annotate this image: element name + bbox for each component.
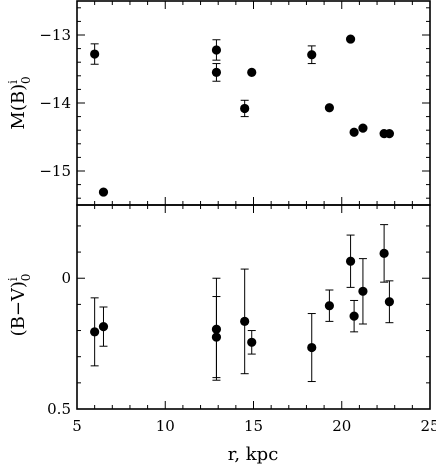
axis-labels: M(B)i0 (B−V)i0 r, kpc bbox=[6, 76, 278, 465]
data-point bbox=[379, 248, 389, 258]
y-tick-label: −13 bbox=[39, 26, 71, 44]
data-point bbox=[247, 337, 257, 347]
plot-frame bbox=[76, 204, 431, 410]
data-point bbox=[324, 103, 334, 113]
x-tick-label: 20 bbox=[332, 417, 351, 435]
x-tick-label: 10 bbox=[156, 417, 175, 435]
x-tick-label: 15 bbox=[244, 417, 263, 435]
data-point bbox=[211, 67, 222, 77]
data-point bbox=[90, 327, 100, 337]
data-point bbox=[384, 129, 395, 139]
data-point bbox=[349, 311, 359, 321]
data-point bbox=[358, 123, 368, 133]
y-axis-title: (B−V)i0 bbox=[6, 274, 33, 337]
plot-frame bbox=[76, 0, 431, 206]
data-point bbox=[384, 297, 395, 307]
data-point bbox=[345, 34, 356, 44]
data-point bbox=[211, 45, 222, 55]
data-point bbox=[90, 49, 100, 59]
data-point bbox=[247, 67, 257, 77]
data-point bbox=[98, 187, 109, 197]
y-axis-title: M(B)i0 bbox=[6, 76, 33, 129]
panel-absolute-magnitude: −15 −14 −13 bbox=[39, 0, 431, 206]
data-point bbox=[324, 301, 334, 311]
x-axis-title: r, kpc bbox=[228, 444, 279, 465]
panel-color-index: 0 0.55 10 15 20 25 bbox=[47, 204, 436, 435]
y-tick-label: 0.5 bbox=[47, 400, 71, 418]
x-tick-label: 25 bbox=[420, 417, 436, 435]
data-point bbox=[358, 286, 368, 296]
data-point bbox=[240, 103, 250, 114]
y-tick-label: −15 bbox=[39, 162, 71, 180]
data-point bbox=[349, 127, 359, 137]
y-tick-label: −14 bbox=[39, 94, 71, 112]
data-point bbox=[211, 332, 222, 342]
data-point bbox=[345, 256, 356, 266]
data-point bbox=[307, 50, 317, 60]
y-tick-label: 0 bbox=[61, 269, 71, 287]
x-tick-label: 5 bbox=[72, 417, 82, 435]
data-point bbox=[98, 322, 109, 332]
data-point bbox=[307, 342, 317, 353]
data-point bbox=[240, 316, 250, 326]
